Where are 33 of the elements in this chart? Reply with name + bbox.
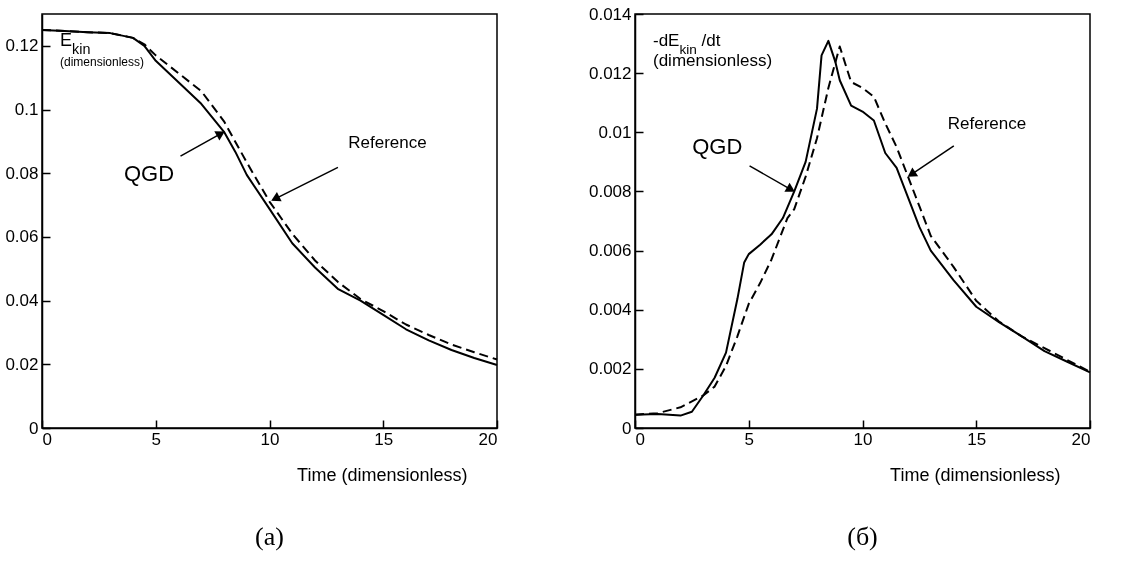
y-tick-label: 0.006: [588, 241, 632, 261]
x-tick-label: 15: [967, 429, 987, 449]
y-tick-label: 0.002: [588, 359, 632, 379]
y-tick-label: 0.1: [14, 100, 39, 120]
x-tick-label: 5: [151, 429, 161, 449]
x-tick-label: 0: [635, 429, 645, 449]
text: (a): [255, 522, 284, 551]
y-tick-label: 0.08: [5, 163, 39, 183]
x-tick-label: 10: [853, 429, 873, 449]
y-tick-label: 0.06: [5, 227, 39, 247]
x-tick-label: 10: [260, 429, 280, 449]
y-tick-label: 0.12: [5, 36, 39, 56]
text: (б): [847, 522, 878, 551]
y-tick-label: 0.014: [588, 4, 632, 24]
y-tick-label: 0.008: [588, 181, 632, 201]
x-tick-label: 20: [478, 429, 498, 449]
x-axis-title: Time (dimensionless): [890, 464, 1061, 485]
y-tick-label: 0.04: [5, 291, 39, 311]
y-tick-label: 0.004: [588, 300, 632, 320]
annotation: Reference: [947, 113, 1027, 133]
x-tick-label: 0: [42, 429, 52, 449]
y-tick-label: 0.02: [5, 354, 39, 374]
annotation: QGD: [692, 134, 743, 160]
y-axis-title: -dE$_{kin}$ /dt (dimensionless): [653, 31, 773, 70]
x-tick-label: 5: [744, 429, 754, 449]
annotation: QGD: [123, 160, 175, 186]
annotation: Reference: [348, 132, 427, 152]
x-axis-title: Time (dimensionless): [297, 464, 468, 485]
x-tick-label: 15: [374, 429, 394, 449]
x-tick-label: 20: [1071, 429, 1091, 449]
y-tick-label: 0.012: [588, 63, 632, 83]
y-tick-label: 0.01: [598, 122, 632, 142]
y-axis-title: E$_{kin}$ (dimensionless): [60, 30, 145, 69]
